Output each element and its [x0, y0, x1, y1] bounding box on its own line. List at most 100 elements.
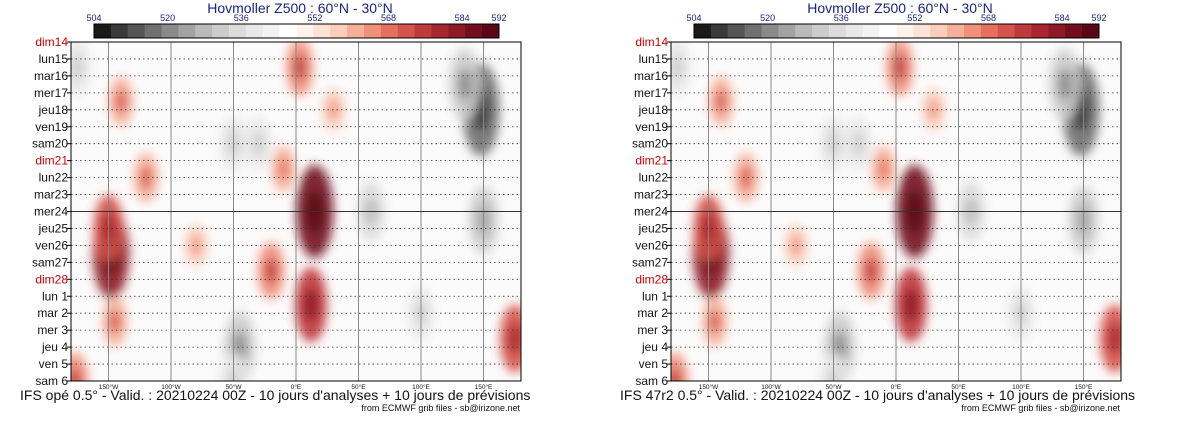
colorbar-swatch [1082, 24, 1100, 38]
chart-footer: IFS opé 0.5° - Valid. : 20210224 00Z - 1… [20, 387, 531, 403]
colorbar-swatch [744, 24, 762, 38]
x-tick-label: 0°E [891, 383, 902, 391]
colorbar-tick-label: 520 [160, 13, 175, 23]
y-axis: dim14 lun15 mar16 mer17 jeu18 ven19 sam20 dim21… [32, 35, 71, 388]
colorbar-swatch [947, 24, 965, 38]
colorbar-swatch [710, 24, 729, 38]
colorbar-swatch [397, 24, 416, 38]
grid [71, 42, 521, 381]
colorbar-swatch [964, 24, 982, 38]
x-tick-label: 0°E [291, 383, 302, 391]
y-tick-label: lun22 [39, 171, 69, 185]
colorbar-swatch [296, 24, 314, 38]
z500-anomaly-core [278, 158, 289, 180]
y-tick-label: jeu18 [38, 103, 69, 117]
hovmoller-chart: 504 520 536 552 568 584 592 dim14 lun15 mar16 mer1… [32, 13, 522, 391]
y-tick-label: mar16 [634, 69, 668, 83]
colorbar-swatch [110, 24, 129, 38]
y-tick-label: lun15 [639, 52, 669, 66]
colorbar-swatch [862, 24, 881, 38]
x-tick-label: 100°W [761, 383, 781, 391]
colorbar-swatch [727, 24, 746, 38]
y-tick-label: ven19 [635, 120, 668, 134]
colorbar-swatch [913, 24, 931, 38]
z500-anomaly-core [671, 368, 681, 381]
colorbar-swatch [431, 24, 449, 38]
colorbar-swatch [465, 24, 483, 38]
colorbar-swatch [380, 24, 399, 38]
y-tick-label: dim14 [35, 35, 68, 49]
z500-anomaly-core [864, 257, 878, 284]
colorbar-swatch [212, 24, 230, 38]
chart-title: Hovmoller Z500 : 60°N - 30°N [207, 0, 393, 16]
chart-credit: from ECMWF grib files - sb@irizone.net [361, 403, 520, 413]
colorbar-swatch [414, 24, 432, 38]
colorbar-swatch [448, 24, 466, 38]
y-tick-label: sam20 [632, 137, 668, 151]
y-tick-label: lun 1 [42, 289, 68, 303]
y-tick-label: lun22 [639, 171, 669, 185]
z500-anomaly-core [740, 166, 752, 189]
hovmoller-panel-left: Hovmoller Z500 : 60°N - 30°N 504 520 536 55… [20, 0, 531, 413]
colorbar-swatch [482, 24, 500, 38]
z500-anomaly-core [264, 257, 278, 284]
y-tick-label: mer24 [634, 205, 668, 219]
x-axis: 150°W 100°W 50°W 0°E 50°E 100°E 150°E [99, 383, 493, 391]
colorbar-swatch [845, 24, 864, 38]
z500-anomaly-core [293, 54, 306, 81]
hovmoller-panel-right: Hovmoller Z500 : 60°N - 30°N 504 520 536 55… [600, 0, 1200, 424]
y-tick-label: lun15 [39, 52, 69, 66]
colorbar-swatch [364, 24, 382, 38]
colorbar-tick-label: 504 [686, 13, 701, 23]
colorbar-swatch [262, 24, 281, 38]
y-tick-label: mer17 [34, 86, 68, 100]
y-tick-label: lun 1 [642, 289, 668, 303]
colorbar: 504 520 536 552 568 584 592 [86, 13, 507, 39]
x-tick-label: 150°W [699, 383, 719, 391]
colorbar-frame [693, 23, 1100, 39]
y-tick-label: sam27 [32, 255, 68, 269]
colorbar-tick-label: 536 [834, 13, 849, 23]
y-tick-label: ven 5 [39, 357, 69, 371]
chart-title: Hovmoller Z500 : 60°N - 30°N [807, 0, 993, 16]
y-tick-label: mar 2 [37, 306, 68, 320]
y-tick-label: ven26 [635, 238, 668, 252]
x-tick-label: 150°E [475, 383, 493, 391]
colorbar-swatch [313, 24, 331, 38]
hovmoller-chart: 504 520 536 552 568 584 592 dim14 lun15 mar16 mer1… [632, 13, 1122, 391]
colorbar-tick-label: 552 [907, 13, 922, 23]
x-tick-label: 100°W [161, 383, 181, 391]
x-tick-label: 150°E [1075, 383, 1093, 391]
colorbar-swatch [178, 24, 196, 38]
y-tick-label: mer17 [634, 86, 668, 100]
z500-anomaly-core [709, 310, 721, 333]
y-tick-label: mar 2 [637, 306, 668, 320]
x-tick-label: 100°E [1012, 383, 1030, 391]
x-tick-label: 100°E [412, 383, 430, 391]
y-tick-label: mar16 [34, 69, 68, 83]
z500-anomaly-core [457, 68, 472, 101]
y-tick-label: mer 3 [637, 323, 668, 337]
z500-anomaly-core [893, 54, 906, 81]
chart-footer: IFS 47r2 0.5° - Valid. : 20210224 00Z - … [620, 387, 1136, 403]
colorbar-swatch [930, 24, 948, 38]
z500-anomaly-core [71, 54, 84, 81]
colorbar-swatch [1014, 24, 1032, 38]
y-axis: dim14 lun15 mar16 mer17 jeu18 ven19 sam20 dim21… [632, 35, 671, 388]
colorbar-swatch [761, 24, 779, 38]
colorbar-tick-label: 520 [760, 13, 775, 23]
colorbar-swatch [161, 24, 179, 38]
x-axis: 150°W 100°W 50°W 0°E 50°E 100°E 150°E [699, 383, 1093, 391]
y-tick-label: mer 3 [37, 323, 68, 337]
colorbar-swatch [879, 24, 897, 38]
z500-anomaly-core [671, 54, 684, 81]
y-tick-label: jeu25 [38, 221, 69, 235]
y-tick-label: jeu18 [638, 103, 669, 117]
y-tick-label: ven26 [35, 238, 68, 252]
colorbar-tick-label: 592 [491, 13, 506, 23]
y-tick-label: jeu25 [638, 221, 669, 235]
colorbar-swatch [980, 24, 999, 38]
colorbar-swatch [229, 24, 247, 38]
z500-anomaly-core [303, 287, 319, 322]
colorbar-swatch [812, 24, 830, 38]
